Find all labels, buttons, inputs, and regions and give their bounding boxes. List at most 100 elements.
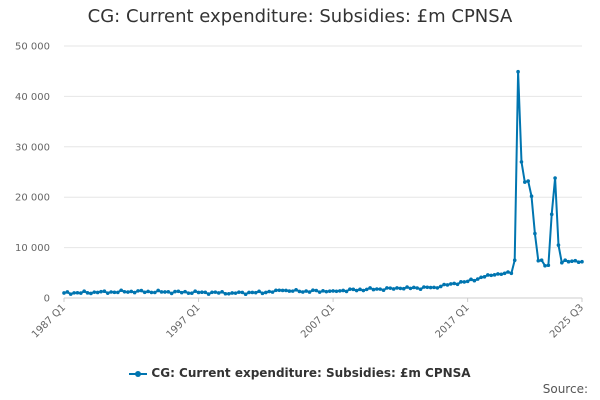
data-point[interactable] <box>580 259 584 264</box>
data-point[interactable] <box>220 290 224 294</box>
data-point[interactable] <box>546 263 551 268</box>
data-point[interactable] <box>512 258 517 263</box>
data-point[interactable] <box>173 289 177 294</box>
data-point[interactable] <box>455 282 460 287</box>
data-point[interactable] <box>566 259 571 264</box>
data-point[interactable] <box>334 289 339 294</box>
data-point[interactable] <box>573 258 578 263</box>
data-point[interactable] <box>341 288 345 293</box>
data-point[interactable] <box>216 291 221 295</box>
data-point[interactable] <box>331 289 335 293</box>
data-point[interactable] <box>264 290 268 295</box>
data-point[interactable] <box>163 290 167 294</box>
data-point[interactable] <box>314 288 319 293</box>
data-point[interactable] <box>280 288 285 293</box>
data-point[interactable] <box>465 279 470 284</box>
data-point[interactable] <box>509 271 514 276</box>
data-point[interactable] <box>351 287 356 292</box>
data-point[interactable] <box>233 291 238 295</box>
data-point[interactable] <box>425 285 430 290</box>
data-point[interactable] <box>126 290 130 294</box>
data-point[interactable] <box>516 69 520 74</box>
data-point[interactable] <box>287 289 292 293</box>
data-point[interactable] <box>361 288 366 293</box>
data-point[interactable] <box>563 258 567 263</box>
data-point[interactable] <box>506 270 510 274</box>
data-point[interactable] <box>435 286 440 290</box>
data-point[interactable] <box>432 285 436 290</box>
data-point[interactable] <box>85 291 90 295</box>
data-point[interactable] <box>62 291 66 295</box>
data-point[interactable] <box>354 288 359 293</box>
data-point[interactable] <box>472 278 477 283</box>
data-point[interactable] <box>449 282 453 286</box>
data-point[interactable] <box>119 288 123 293</box>
data-point[interactable] <box>462 280 467 284</box>
data-point[interactable] <box>176 289 181 294</box>
data-point[interactable] <box>82 289 86 294</box>
data-point[interactable] <box>482 275 487 279</box>
data-point[interactable] <box>149 290 154 295</box>
data-point[interactable] <box>529 194 534 198</box>
data-point[interactable] <box>486 273 490 277</box>
data-point[interactable] <box>311 288 315 292</box>
data-point[interactable] <box>327 289 332 293</box>
data-point[interactable] <box>240 290 245 295</box>
data-point[interactable] <box>89 291 93 296</box>
data-point[interactable] <box>428 285 433 290</box>
data-point[interactable] <box>519 160 524 164</box>
data-point[interactable] <box>146 289 150 294</box>
data-point[interactable] <box>489 273 493 278</box>
data-point[interactable] <box>72 291 76 295</box>
data-point[interactable] <box>536 258 541 263</box>
data-point[interactable] <box>412 285 416 290</box>
data-point[interactable] <box>200 290 204 294</box>
data-point[interactable] <box>445 283 450 287</box>
data-point[interactable] <box>65 290 70 294</box>
data-point[interactable] <box>274 288 278 293</box>
data-point[interactable] <box>186 291 191 295</box>
data-point[interactable] <box>290 289 295 293</box>
data-point[interactable] <box>109 290 113 294</box>
data-point[interactable] <box>398 286 403 291</box>
data-point[interactable] <box>422 285 426 289</box>
data-point[interactable] <box>304 289 308 293</box>
data-point[interactable] <box>371 287 376 292</box>
data-point[interactable] <box>408 286 413 291</box>
data-point[interactable] <box>213 290 218 294</box>
data-point[interactable] <box>277 288 282 293</box>
data-point[interactable] <box>250 290 255 295</box>
data-point[interactable] <box>556 243 561 247</box>
data-point[interactable] <box>475 277 480 281</box>
data-point[interactable] <box>378 287 382 291</box>
data-point[interactable] <box>102 289 107 294</box>
data-point[interactable] <box>142 290 147 295</box>
data-point[interactable] <box>99 289 103 294</box>
data-point[interactable] <box>79 291 83 295</box>
data-point[interactable] <box>375 287 379 291</box>
data-point[interactable] <box>112 290 117 295</box>
data-point[interactable] <box>526 179 530 183</box>
data-point[interactable] <box>122 289 127 294</box>
data-point[interactable] <box>469 277 473 282</box>
data-point[interactable] <box>179 290 184 295</box>
data-point[interactable] <box>156 288 160 293</box>
data-point[interactable] <box>415 286 419 290</box>
data-point[interactable] <box>243 292 248 297</box>
data-point[interactable] <box>190 291 194 295</box>
data-point[interactable] <box>523 180 527 184</box>
data-point[interactable] <box>388 286 393 290</box>
data-point[interactable] <box>260 291 265 296</box>
data-point[interactable] <box>405 285 409 289</box>
data-point[interactable] <box>116 290 120 295</box>
data-point[interactable] <box>452 281 456 286</box>
data-point[interactable] <box>549 212 554 217</box>
legend[interactable]: CG: Current expenditure: Subsidies: £m C… <box>0 366 600 380</box>
data-point[interactable] <box>502 271 507 276</box>
data-point[interactable] <box>203 290 208 295</box>
data-point[interactable] <box>237 290 241 294</box>
data-point[interactable] <box>338 289 342 293</box>
data-point[interactable] <box>247 290 251 295</box>
data-point[interactable] <box>257 289 261 294</box>
data-point[interactable] <box>136 289 140 293</box>
